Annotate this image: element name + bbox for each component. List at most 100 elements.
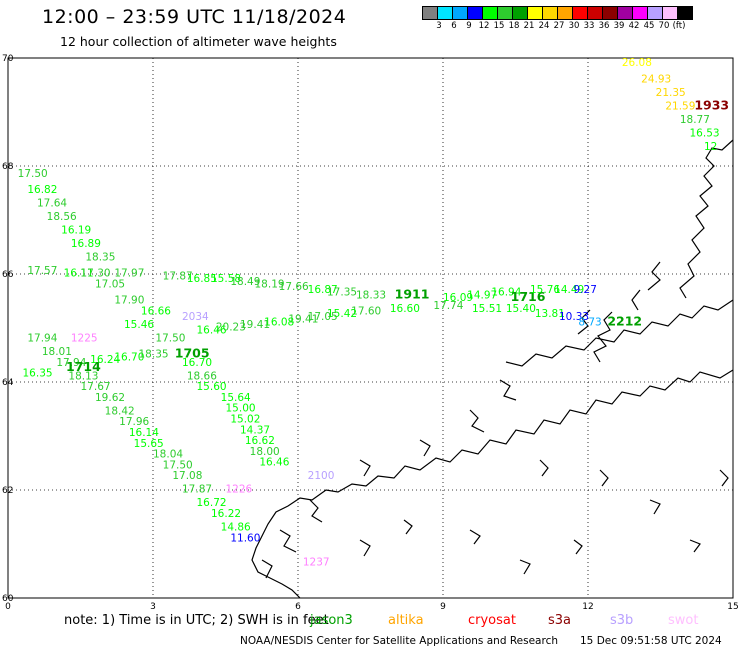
wave-height-label: 17.60 [351,306,381,318]
x-tick-label: 0 [5,602,11,612]
legend-label: 15 [493,21,505,31]
wave-height-label: 13.81 [535,308,565,320]
wave-height-label: 16.87 [308,284,338,296]
wave-height-label: 18.42 [105,405,135,417]
wave-height-label: 16.72 [197,497,227,509]
wave-height-label: 18.66 [187,370,217,382]
wave-height-label: 8.73 [578,316,601,328]
wave-height-label: 16.19 [61,225,91,237]
wave-height-label: 2034 [182,311,209,323]
wave-height-label: 16.09 [443,292,473,304]
wave-height-label: 15.60 [197,381,227,393]
legend-label: 33 [583,21,595,31]
wave-height-label: 17.50 [155,333,185,345]
wave-height-label: 17.30 [81,268,111,280]
legend-label: 9 [466,21,472,31]
wave-height-label: 26.08 [622,57,652,69]
wave-height-label: 15.65 [134,438,164,450]
wave-height-label: 16.46 [197,324,227,336]
legend-label: 12 [478,21,490,31]
wave-height-label: 16.53 [690,127,720,139]
wave-height-label: 15.02 [230,414,260,426]
wave-height-label: 15.42 [327,308,357,320]
pass-time-label: 1716 [511,289,546,304]
wave-height-label: 14.37 [240,424,270,436]
wave-height-label: 19.41 [240,319,270,331]
x-tick-label: 6 [295,602,301,612]
wave-height-label: 16.66 [141,306,171,318]
color-legend: 3 6 9 12 15 18 21 24 27 30 33 36 39 42 45 70 (ft) [422,6,693,33]
wave-height-label: 17.66 [279,281,309,293]
x-tick-label: 15 [727,602,738,612]
wave-height-label: 18.19 [255,279,285,291]
legend-swatch [677,6,693,20]
wave-height-label: 20.23 [216,322,246,334]
satellite-legend-altika: altika [388,613,424,628]
legend-swatches [422,6,693,20]
wave-height-label: 15.64 [221,392,251,404]
wave-height-label: 21.59 [665,100,695,112]
generated-timestamp: 15 Dec 09:51:58 UTC 2024 [580,635,722,647]
legend-label: 39 [613,21,625,31]
legend-label: 30 [568,21,580,31]
wave-height-label: 2100 [308,470,335,482]
wave-height-label: 17.94 [56,357,86,369]
wave-height-label: 16.60 [390,303,420,315]
wave-height-label: 1237 [303,557,330,569]
wave-height-label: 14.97 [467,289,497,301]
wave-height-label: 18.04 [153,449,183,461]
wave-height-label: 14.49 [554,284,584,296]
lat-lon-grid [7,57,734,599]
wave-height-label: 17.08 [172,470,202,482]
wave-height-label: 17.50 [18,168,48,180]
wave-height-label: 18.56 [47,211,77,223]
wave-height-label: 16.24 [90,354,120,366]
x-tick-label: 12 [582,602,593,612]
wave-height-label: 17.05 [308,311,338,323]
wave-height-label: 16.89 [71,238,101,250]
credit-line: NOAA/NESDIS Center for Satellite Applica… [240,635,558,647]
wave-height-label: 15.00 [226,403,256,415]
y-tick-label: 62 [2,486,13,496]
wave-height-label: 17.64 [37,198,67,210]
wave-height-label: 19.62 [95,392,125,404]
satellite-legend-jason3: jason3 [310,613,353,628]
wave-height-label: 17.50 [163,459,193,471]
pass-time-label: 1933 [694,97,729,112]
wave-height-label: 17.67 [81,381,111,393]
wave-height-label: 17.97 [114,268,144,280]
wave-height-label: 11.60 [230,532,260,544]
wave-height-label: 17.57 [27,265,57,277]
wave-height-label: 16.22 [211,508,241,520]
legend-label: 24 [538,21,550,31]
wave-height-label: 16.70 [114,351,144,363]
wave-height-label: 18.77 [680,114,710,126]
coastline [251,139,734,599]
pass-time-label: 1705 [175,346,210,361]
wave-height-label: 1226 [226,484,253,496]
wave-height-label: 19.41 [288,314,318,326]
plot-frame [7,57,734,599]
wave-height-label: 17.96 [119,416,149,428]
wave-height-label: 16.14 [129,427,159,439]
wave-height-label: 9.27 [574,284,597,296]
legend-label: 45 [643,21,655,31]
wave-height-label: 17.74 [433,300,463,312]
map-subtitle: 12 hour collection of altimeter wave hei… [60,34,337,49]
wave-height-label: 15.46 [124,319,154,331]
wave-height-label: 17.35 [327,287,357,299]
satellite-legend-swot: swot [668,613,699,628]
wave-height-label: 16.08 [264,316,294,328]
wave-height-label: 21.35 [656,87,686,99]
legend-label: 18 [508,21,520,31]
wave-height-label: 15.76 [530,284,560,296]
wave-height-label: 17.94 [27,333,57,345]
wave-height-label: 18.35 [139,349,169,361]
pass-time-label: 1714 [66,359,101,374]
y-tick-label: 70 [2,54,14,64]
wave-height-label: 18.35 [85,252,115,264]
x-tick-label: 3 [150,602,156,612]
legend-label: 3 [436,21,442,31]
